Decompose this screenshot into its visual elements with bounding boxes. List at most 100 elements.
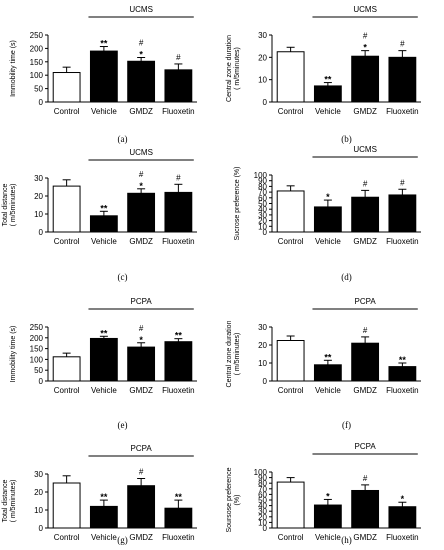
category-label: Control	[278, 237, 304, 246]
bar-control	[276, 340, 305, 382]
significance-marker: #	[363, 179, 368, 188]
panel-caption: (e)	[118, 420, 128, 430]
significance-marker: #	[363, 326, 368, 335]
bar-vehicle	[313, 85, 342, 103]
category-label: Vehicle	[91, 386, 117, 395]
panel-a: 0 50 100 150 200 250 Immobility time (s) UCMS Co…	[10, 5, 197, 144]
y-axis-label: Immobility time (s)	[10, 326, 17, 383]
bar-gmdz	[351, 196, 380, 233]
panel-caption: (h)	[341, 535, 352, 545]
y-tick-label: 0	[263, 228, 268, 237]
y-tick-label: 70	[258, 188, 267, 197]
bar-vehicle	[89, 505, 118, 529]
y-axis-label: Sucrose preference (%)	[234, 167, 241, 241]
panel-caption: (b)	[341, 134, 352, 144]
y-tick-label: 20	[34, 192, 43, 201]
y-tick-label: 30	[34, 174, 43, 183]
y-tick-label: 150	[30, 58, 44, 67]
panel-caption: (f)	[342, 420, 351, 430]
y-tick-label: 30	[258, 507, 267, 516]
y-tick-label: 70	[258, 485, 267, 494]
category-label: Fluoxetin	[386, 107, 418, 116]
y-tick-label: 10	[258, 222, 267, 231]
bar-gmdz	[351, 342, 380, 382]
category-label: Vehicle	[315, 107, 341, 116]
y-tick-label: 0	[39, 524, 44, 533]
y-tick-label: 150	[30, 345, 44, 354]
y-axis-label: Total distance	[2, 479, 9, 522]
y-tick-label: 50	[34, 366, 43, 375]
significance-marker: #	[176, 173, 181, 182]
category-label: Vehicle	[315, 237, 341, 246]
bar-control	[276, 481, 305, 529]
significance-marker: **	[100, 328, 108, 338]
y-tick-label: 60	[258, 194, 267, 203]
category-label: Control	[54, 237, 80, 246]
category-label: Vehicle	[91, 533, 117, 542]
y-tick-label: 10	[258, 518, 267, 527]
significance-marker: **	[175, 331, 183, 341]
y-tick-label: 0	[39, 228, 44, 237]
group-label: PCPA	[355, 297, 377, 306]
y-tick-label: 80	[258, 182, 267, 191]
panel-caption: (c)	[118, 272, 128, 282]
bar-gmdz	[127, 60, 156, 103]
category-label: GMDZ	[129, 107, 153, 116]
bar-control	[276, 51, 305, 103]
significance-marker: *	[139, 50, 143, 60]
significance-marker: #	[176, 53, 181, 62]
y-tick-label: 100	[30, 355, 44, 364]
bar-fluoxetin	[164, 191, 193, 233]
y-tick-label: 40	[258, 502, 267, 511]
panel-caption: (a)	[118, 134, 128, 144]
significance-marker: **	[399, 355, 407, 365]
significance-marker: *	[401, 494, 405, 504]
y-tick-label: 20	[258, 341, 267, 350]
category-label: GMDZ	[353, 237, 377, 246]
category-label: Control	[54, 107, 80, 116]
y-axis-label: ( m/5minutes)	[10, 480, 17, 523]
y-tick-label: 30	[34, 470, 43, 479]
y-axis-label: Immobility time (s)	[10, 40, 17, 97]
bar-control	[276, 190, 305, 233]
significance-marker: *	[326, 491, 330, 501]
bar-gmdz	[351, 55, 380, 103]
bar-control	[52, 482, 81, 529]
y-tick-label: 250	[30, 31, 44, 40]
category-label: Fluoxetin	[162, 533, 194, 542]
y-tick-label: 0	[39, 98, 44, 107]
y-tick-label: 20	[258, 53, 267, 62]
panel-f: 0 10 20 30 Central zone duration( m/5minutes…	[226, 297, 421, 430]
category-label: Control	[54, 386, 80, 395]
y-axis-label: Total distance	[2, 183, 9, 226]
significance-marker: **	[324, 75, 332, 85]
significance-marker: **	[100, 492, 108, 502]
category-label: Control	[278, 107, 304, 116]
panel-c: 0 10 20 30 Total distance( m/5minutes) UCMS Co…	[2, 148, 197, 282]
category-label: GMDZ	[353, 107, 377, 116]
y-axis-label: (%)	[234, 495, 241, 506]
bar-vehicle	[89, 50, 118, 103]
y-tick-label: 20	[258, 513, 267, 522]
category-label: Fluoxetin	[386, 533, 418, 542]
y-tick-label: 200	[30, 334, 44, 343]
category-label: Fluoxetin	[386, 237, 418, 246]
bar-gmdz	[351, 489, 380, 529]
y-tick-label: 10	[34, 210, 43, 219]
category-label: Vehicle	[315, 533, 341, 542]
category-label: Fluoxetin	[162, 237, 194, 246]
significance-marker: #	[400, 178, 405, 187]
y-axis-label: ( m/5minutes)	[10, 184, 17, 227]
significance-marker: #	[139, 170, 144, 179]
y-axis-label: ( m/5minutes)	[234, 47, 241, 90]
significance-marker: #	[139, 324, 144, 333]
y-tick-label: 20	[258, 217, 267, 226]
y-tick-label: 30	[258, 31, 267, 40]
y-axis-label: Soursose preference	[226, 467, 233, 532]
bar-control	[52, 72, 81, 103]
category-label: Fluoxetin	[162, 107, 194, 116]
y-tick-label: 0	[263, 377, 268, 386]
significance-marker: **	[324, 352, 332, 362]
group-label: UCMS	[129, 148, 153, 157]
